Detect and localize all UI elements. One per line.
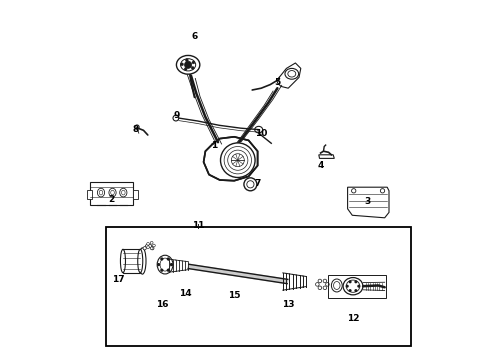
Circle shape: [191, 67, 194, 69]
Ellipse shape: [139, 248, 146, 274]
Polygon shape: [204, 137, 258, 181]
Circle shape: [244, 178, 257, 191]
Text: 4: 4: [318, 161, 324, 170]
Circle shape: [150, 242, 153, 244]
Ellipse shape: [138, 249, 143, 273]
Text: 17: 17: [112, 275, 124, 284]
Text: 16: 16: [156, 300, 169, 309]
Text: 8: 8: [132, 125, 138, 134]
Text: 11: 11: [192, 220, 204, 230]
Text: 6: 6: [192, 32, 198, 41]
Circle shape: [152, 244, 155, 247]
Circle shape: [181, 63, 183, 66]
Circle shape: [184, 68, 187, 71]
Circle shape: [318, 286, 321, 290]
Circle shape: [147, 246, 149, 249]
Text: 14: 14: [179, 289, 192, 298]
Text: 3: 3: [364, 197, 370, 206]
Circle shape: [148, 244, 152, 248]
Ellipse shape: [157, 255, 173, 274]
Circle shape: [157, 263, 160, 266]
Circle shape: [150, 247, 153, 249]
Circle shape: [354, 280, 357, 283]
Text: 2: 2: [109, 195, 115, 204]
Circle shape: [380, 189, 385, 193]
Text: 15: 15: [228, 291, 241, 300]
Bar: [123, 249, 140, 273]
Bar: [87, 190, 92, 199]
Text: 5: 5: [274, 78, 280, 87]
Circle shape: [167, 269, 170, 272]
Text: 10: 10: [255, 129, 268, 138]
Polygon shape: [347, 187, 389, 218]
Circle shape: [192, 61, 195, 64]
Circle shape: [326, 283, 329, 286]
Text: 13: 13: [282, 300, 294, 309]
Circle shape: [167, 257, 170, 261]
Circle shape: [170, 263, 173, 266]
Bar: [328, 275, 386, 298]
Circle shape: [357, 285, 360, 288]
Circle shape: [318, 279, 321, 283]
Circle shape: [160, 257, 164, 261]
Circle shape: [323, 286, 327, 290]
Circle shape: [173, 115, 179, 121]
Circle shape: [143, 247, 147, 250]
Circle shape: [160, 269, 164, 272]
Ellipse shape: [343, 278, 363, 295]
Circle shape: [135, 125, 139, 129]
Ellipse shape: [121, 249, 125, 273]
Bar: [133, 190, 138, 199]
Circle shape: [146, 244, 148, 248]
Ellipse shape: [285, 68, 298, 79]
Circle shape: [348, 280, 352, 283]
Text: 1: 1: [211, 141, 218, 150]
Circle shape: [185, 59, 188, 62]
Bar: [106, 227, 411, 346]
Circle shape: [351, 189, 356, 193]
Text: 9: 9: [173, 111, 180, 120]
Polygon shape: [188, 264, 288, 284]
Text: 12: 12: [347, 314, 359, 323]
Circle shape: [316, 283, 319, 286]
Circle shape: [220, 143, 255, 177]
Text: 7: 7: [254, 179, 261, 188]
Ellipse shape: [331, 279, 342, 292]
Bar: [90, 182, 133, 205]
Circle shape: [348, 289, 352, 292]
Polygon shape: [319, 155, 334, 158]
Ellipse shape: [176, 55, 200, 74]
Ellipse shape: [255, 126, 263, 133]
Circle shape: [151, 247, 154, 250]
Circle shape: [346, 285, 349, 288]
Circle shape: [185, 61, 192, 68]
Circle shape: [323, 279, 327, 283]
Circle shape: [354, 289, 357, 292]
Circle shape: [147, 242, 149, 245]
